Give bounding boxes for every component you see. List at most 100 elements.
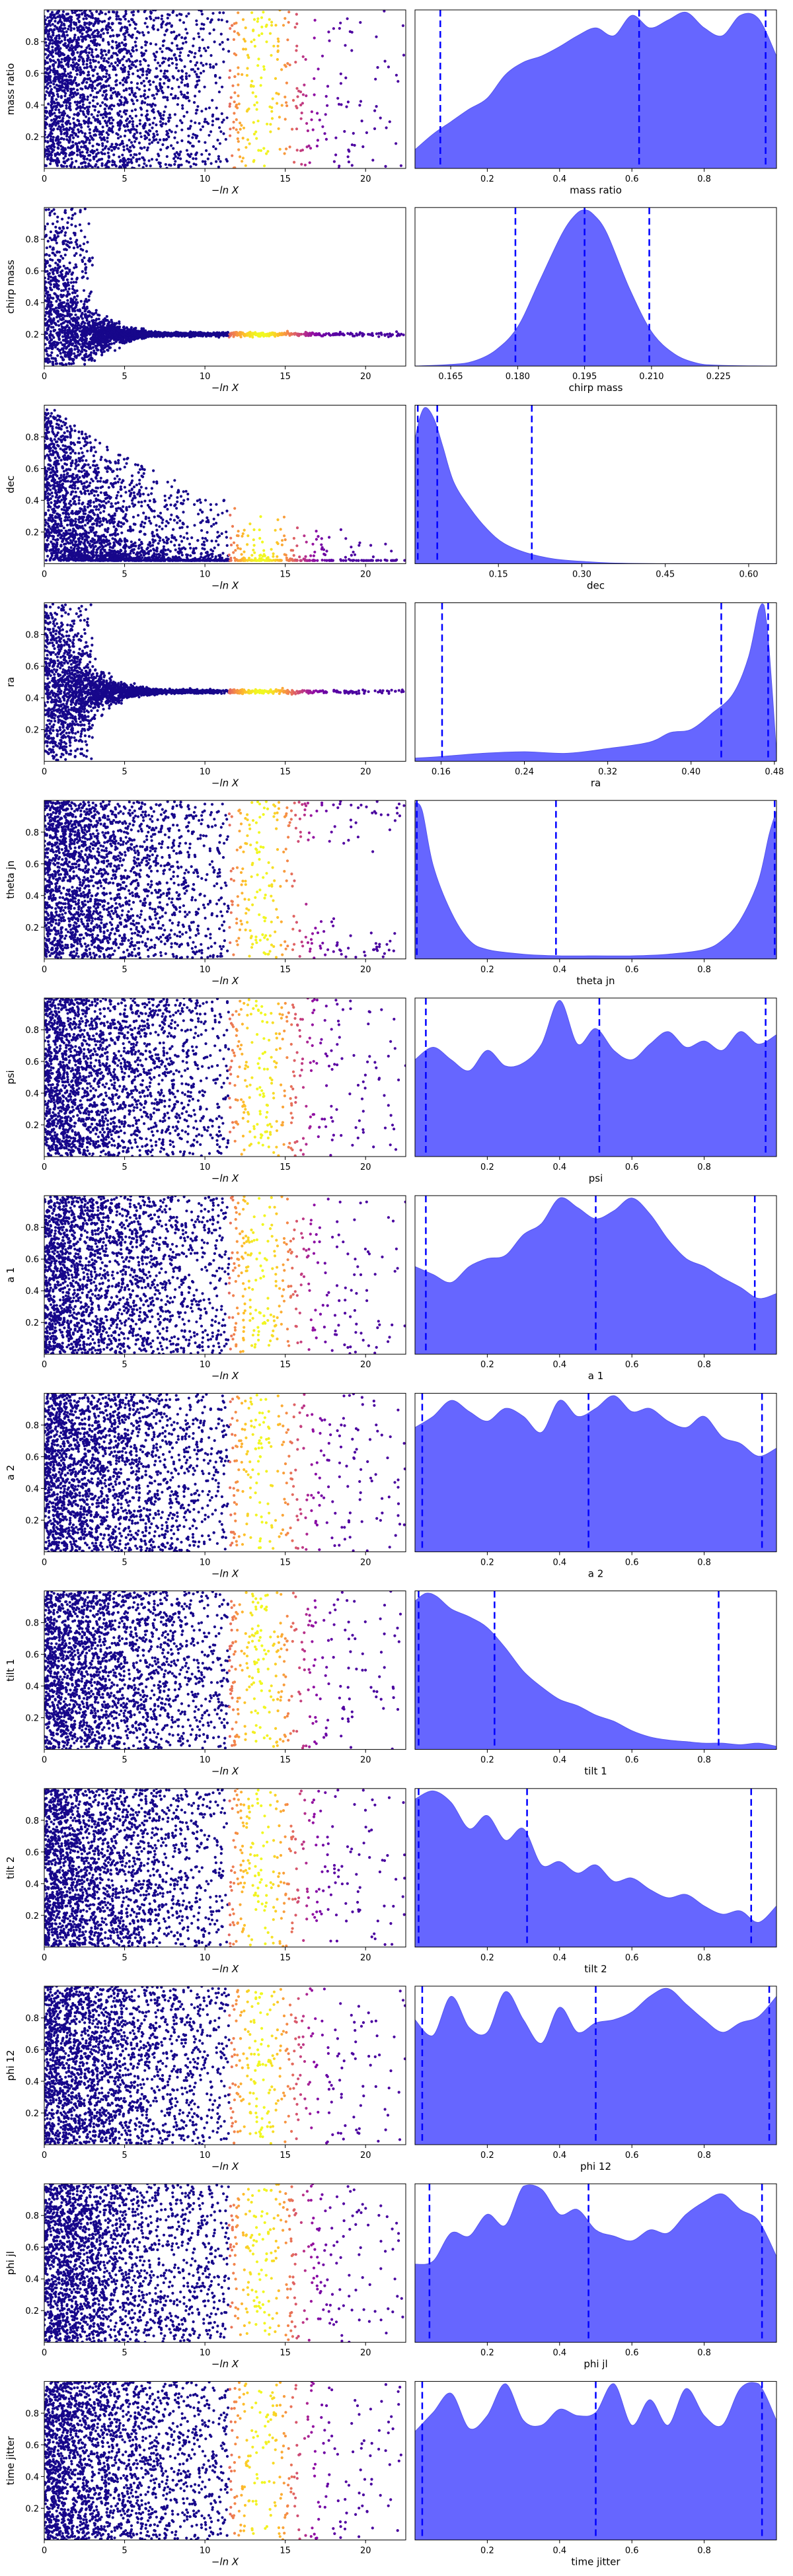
scatter-axes-frame: [44, 1986, 406, 2145]
x-tick-label: 0: [42, 2546, 47, 2556]
kde-x-tick-label: 0.195: [572, 372, 597, 382]
scatter-x-axis-label: −ln X: [211, 1567, 239, 1579]
panel-theta-jn: 0 5 10 15 20 0.2 0.4 0.6 0.8 −ln X theta jn 0.2 0.4 0…: [5, 800, 777, 987]
panel-ra: 0 5 10 15 20 0.2 0.4 0.6 0.8 −ln X ra 0.16 0.24 0.32 0…: [5, 602, 784, 789]
scatter-y-axis-label: chirp mass: [5, 260, 17, 314]
x-tick-label: 10: [200, 965, 211, 975]
scatter-axes-frame: [44, 800, 406, 960]
y-tick-label: 0.8: [25, 631, 39, 641]
panel-a-1: 0 5 10 15 20 0.2 0.4 0.6 0.8 −ln X a 1 0.2 0.4 0.6 0.8…: [5, 1195, 777, 1382]
x-tick-label: 5: [122, 2348, 127, 2358]
scatter-points: [44, 800, 406, 959]
scatter-points: [44, 207, 405, 367]
kde-x-tick-label: 0.4: [552, 1163, 566, 1172]
scatter-points: [44, 2381, 402, 2540]
kde-x-axis-label: phi jl: [584, 2358, 607, 2370]
kde-x-tick-label: 0.24: [515, 768, 534, 777]
y-tick-label: 0.8: [25, 1421, 39, 1431]
y-tick-label: 0.4: [25, 2077, 39, 2087]
y-tick-label: 0.8: [25, 433, 39, 443]
x-tick-label: 15: [280, 768, 291, 777]
scatter-points: [44, 1196, 406, 1355]
scatter-x-axis-label: −ln X: [211, 2161, 239, 2172]
y-tick-label: 0.2: [25, 133, 39, 143]
x-tick-label: 10: [200, 1360, 211, 1370]
kde-x-tick-label: 0.6: [625, 2348, 639, 2358]
kde-x-axis-label: tilt 2: [584, 1963, 607, 1975]
x-tick-label: 0: [42, 174, 47, 184]
scatter-axes-frame: [44, 207, 406, 367]
panel-chirp-mass: 0 5 10 15 20 0.2 0.4 0.6 0.8 −ln X chirp mass 0.165…: [5, 207, 777, 394]
kde-axes-frame: [414, 602, 777, 762]
x-tick-label: 15: [280, 2151, 291, 2161]
kde-x-axis-label: chirp mass: [569, 382, 623, 394]
kde-x-tick-label: 0.8: [697, 2348, 711, 2358]
kde-x-tick-label: 0.6: [625, 1953, 639, 1963]
kde-x-tick-label: 0.8: [697, 174, 711, 184]
x-tick-label: 0: [42, 2348, 47, 2358]
kde-x-axis-label: time jitter: [571, 2556, 621, 2567]
y-tick-label: 0.4: [25, 1089, 39, 1099]
scatter-y-axis-label: tilt 1: [5, 1659, 17, 1681]
panel-tilt-2: 0 5 10 15 20 0.2 0.4 0.6 0.8 −ln X tilt 2 0.2 0.4 0.6…: [5, 1788, 777, 1975]
scatter-points: [44, 1393, 406, 1552]
kde-x-axis-label: tilt 1: [584, 1766, 607, 1777]
kde-x-tick-label: 0.2: [480, 1557, 494, 1567]
kde-axes-frame: [414, 800, 777, 960]
y-tick-label: 0.2: [25, 330, 39, 340]
x-tick-label: 15: [280, 569, 291, 579]
x-tick-label: 10: [200, 569, 211, 579]
scatter-x-axis-label: −ln X: [211, 1172, 239, 1184]
kde-x-tick-label: 0.6: [625, 2151, 639, 2161]
scatter-x-axis-label: −ln X: [211, 1766, 239, 1777]
kde-x-axis-label: theta jn: [576, 975, 615, 987]
scatter-axes-frame: [44, 2380, 406, 2540]
x-tick-label: 20: [360, 768, 371, 777]
scatter-points: [44, 10, 406, 168]
x-tick-label: 20: [360, 372, 371, 382]
kde-x-tick-label: 0.4: [552, 2348, 566, 2358]
x-tick-label: 15: [280, 1557, 291, 1567]
scatter-axes-frame: [44, 1788, 406, 1948]
kde-density-area: [415, 802, 776, 959]
kde-axes-frame: [414, 1195, 777, 1355]
y-tick-label: 0.4: [25, 1287, 39, 1297]
kde-density-area: [415, 1592, 776, 1750]
kde-x-tick-label: 0.6: [625, 1557, 639, 1567]
scatter-axes-frame: [44, 997, 406, 1157]
scatter-x-axis-label: −ln X: [211, 1370, 239, 1382]
y-tick-label: 0.6: [25, 2441, 39, 2451]
kde-x-tick-label: 0.6: [625, 2546, 639, 2556]
kde-x-tick-label: 0.4: [552, 2151, 566, 2161]
x-tick-label: 15: [280, 965, 291, 975]
scatter-axes-frame: [44, 404, 406, 564]
x-tick-label: 10: [200, 1557, 211, 1567]
x-tick-label: 10: [200, 174, 211, 184]
x-tick-label: 10: [200, 2151, 211, 2161]
kde-x-tick-label: 0.8: [697, 1756, 711, 1766]
y-tick-label: 0.4: [25, 694, 39, 704]
kde-axes-frame: [414, 207, 777, 367]
y-tick-label: 0.6: [25, 1255, 39, 1265]
scatter-axes-frame: [44, 2183, 406, 2343]
y-tick-label: 0.6: [25, 2243, 39, 2253]
kde-x-tick-label: 0.6: [625, 1163, 639, 1172]
kde-x-tick-label: 0.2: [480, 2546, 494, 2556]
x-tick-label: 20: [360, 965, 371, 975]
kde-x-tick-label: 0.45: [656, 569, 675, 579]
y-tick-label: 0.2: [25, 1714, 39, 1724]
y-tick-label: 0.4: [25, 101, 39, 111]
kde-x-tick-label: 0.40: [681, 768, 700, 777]
scatter-x-axis-label: −ln X: [211, 184, 239, 196]
scatter-points: [44, 2184, 404, 2343]
y-tick-label: 0.4: [25, 496, 39, 506]
y-tick-label: 0.6: [25, 860, 39, 870]
kde-density-area: [415, 603, 776, 762]
scatter-x-axis-label: −ln X: [211, 2556, 239, 2567]
kde-x-axis-label: a 1: [588, 1370, 604, 1382]
scatter-points: [44, 1591, 402, 1750]
kde-density-area: [415, 209, 776, 367]
x-tick-label: 10: [200, 2348, 211, 2358]
y-tick-label: 0.8: [25, 235, 39, 245]
